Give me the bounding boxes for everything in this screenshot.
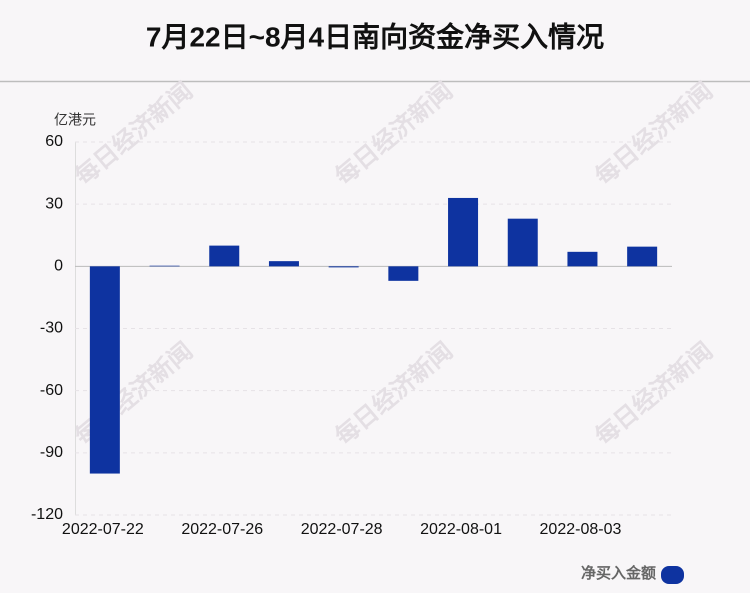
y-tick-label: 30 (45, 195, 63, 212)
x-tick-label: 2022-08-03 (540, 521, 622, 538)
y-tick-label: -60 (40, 382, 63, 399)
bar (567, 251, 598, 267)
legend-label: 净买入金额 (581, 564, 656, 582)
x-tick-label: 2022-07-28 (301, 521, 383, 538)
bar (627, 246, 658, 267)
y-tick-label: -90 (40, 444, 63, 461)
chart-title: 7月22日~8月4日南向资金净买入情况 (146, 20, 604, 52)
x-tick-label: 2022-07-22 (62, 521, 144, 538)
bar (89, 266, 120, 474)
bar (149, 265, 180, 267)
legend-swatch (661, 566, 684, 584)
bar (448, 197, 479, 267)
y-tick-label: 0 (54, 258, 63, 275)
bar (507, 218, 538, 267)
y-tick-label: -120 (31, 506, 63, 523)
y-tick-label: -30 (40, 320, 63, 337)
bar (328, 266, 359, 268)
x-tick-label: 2022-08-01 (420, 521, 502, 538)
bar (388, 266, 419, 281)
y-tick-label: 60 (45, 133, 63, 150)
y-unit: 亿港元 (54, 112, 96, 128)
bar (268, 261, 299, 267)
x-tick-label: 2022-07-26 (181, 521, 263, 538)
bar (209, 245, 240, 267)
